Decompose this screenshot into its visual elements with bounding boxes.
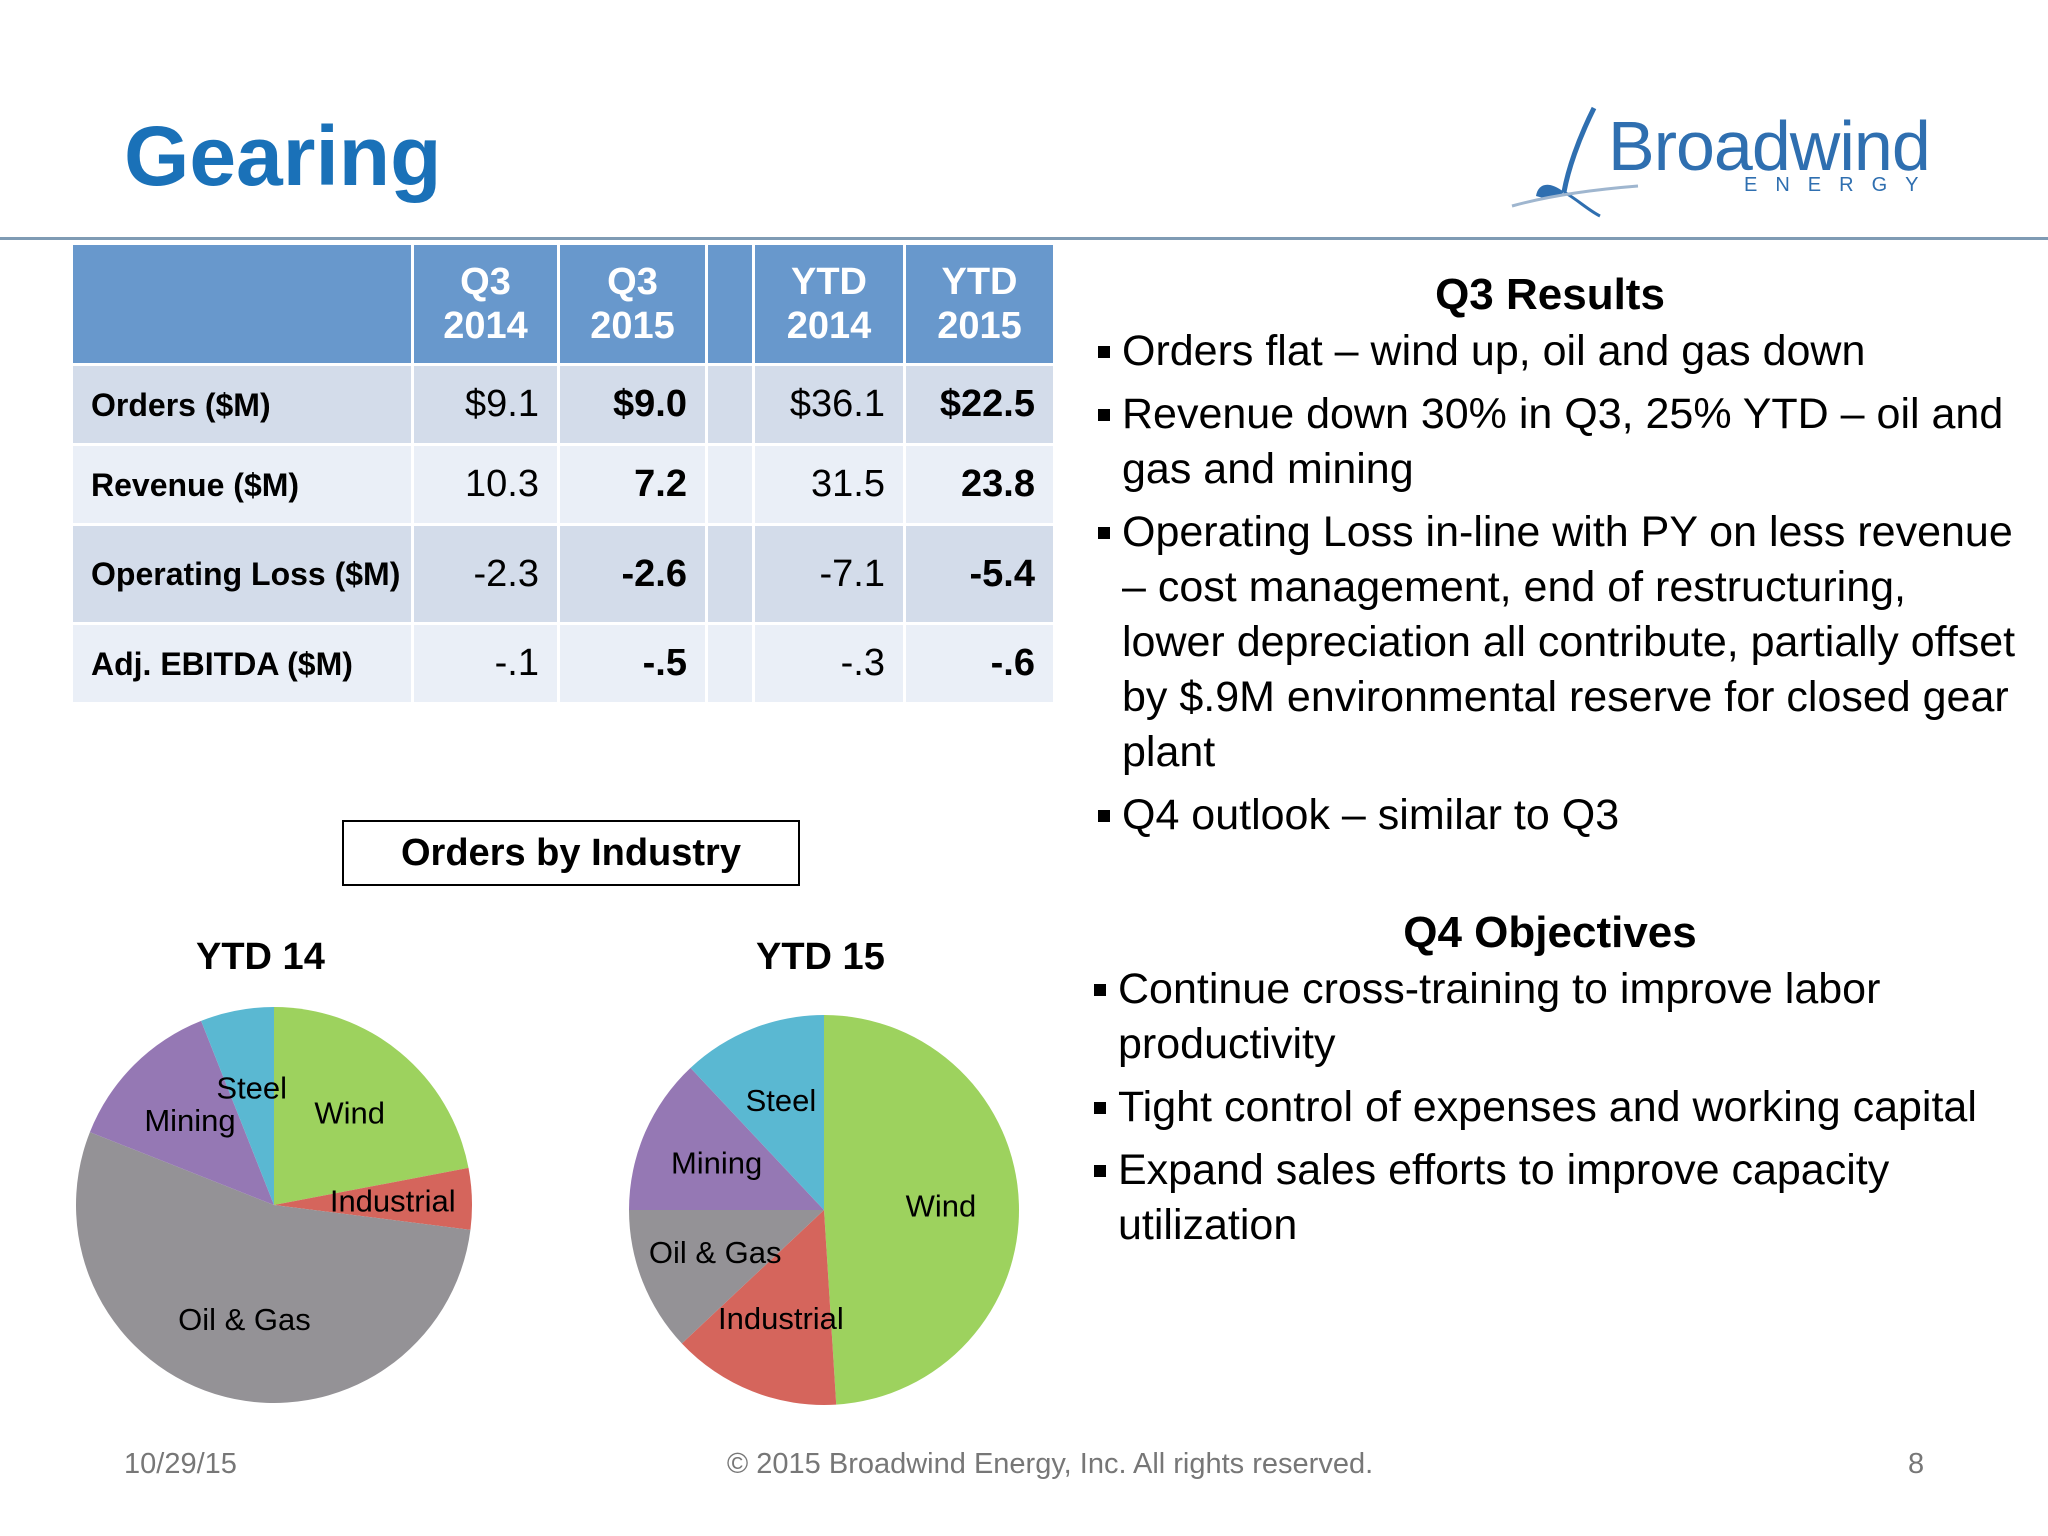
spacer-cell <box>708 625 752 702</box>
footer-date: 10/29/15 <box>124 1448 237 1480</box>
orders-by-industry-title: Orders by Industry <box>342 820 800 886</box>
row-label: Operating Loss ($M) <box>73 526 411 622</box>
q4-objectives-list: Continue cross-training to improve labor… <box>1094 962 2014 1261</box>
q3-results-list: Orders flat – wind up, oil and gas down … <box>1098 324 2018 851</box>
slide-title: Gearing <box>124 109 442 203</box>
pie-slice-label: Industrial <box>718 1301 844 1336</box>
cell-value: 23.8 <box>906 446 1053 523</box>
cell-value: -.3 <box>755 625 903 702</box>
row-label: Revenue ($M) <box>73 446 411 523</box>
wind-turbine-icon <box>1511 106 1639 218</box>
header-q3-2014: Q3 2014 <box>414 245 557 363</box>
q4-objectives-heading: Q4 Objectives <box>1403 908 1697 957</box>
cell-value: 31.5 <box>755 446 903 523</box>
cell-value: $9.0 <box>560 366 705 443</box>
header-ytd-2014: YTD 2014 <box>755 245 903 363</box>
table-row: Orders ($M) $9.1 $9.0 $36.1 $22.5 <box>73 366 1053 443</box>
cell-value: $36.1 <box>755 366 903 443</box>
list-item: Operating Loss in-line with PY on less r… <box>1098 505 2018 780</box>
pie-slice-label: Oil & Gas <box>178 1302 311 1337</box>
cell-value: $22.5 <box>906 366 1053 443</box>
pie-slice-label: Oil & Gas <box>649 1235 782 1270</box>
table-row: Operating Loss ($M) -2.3 -2.6 -7.1 -5.4 <box>73 526 1053 622</box>
logo-subtitle: ENERGY <box>1744 174 1937 196</box>
cell-value: 7.2 <box>560 446 705 523</box>
spacer-cell <box>708 526 752 622</box>
cell-value: -.5 <box>560 625 705 702</box>
header-divider <box>0 237 2048 240</box>
row-label: Orders ($M) <box>73 366 411 443</box>
pie-slice-label: Steel <box>216 1070 287 1105</box>
cell-value: -.1 <box>414 625 557 702</box>
pie-slice-label: Industrial <box>330 1183 456 1218</box>
pie-slice-label: Wind <box>314 1095 385 1130</box>
header-ytd-2015: YTD 2015 <box>906 245 1053 363</box>
table-row: Revenue ($M) 10.3 7.2 31.5 23.8 <box>73 446 1053 523</box>
pie-slice-label: Steel <box>746 1083 817 1118</box>
cell-value: $9.1 <box>414 366 557 443</box>
row-label: Adj. EBITDA ($M) <box>73 625 411 702</box>
pie-slice-industrial <box>274 1167 472 1230</box>
broadwind-logo: Broadwind ENERGY <box>1508 100 1931 220</box>
header-q3-2015: Q3 2015 <box>560 245 705 363</box>
cell-value: -5.4 <box>906 526 1053 622</box>
list-item: Revenue down 30% in Q3, 25% YTD – oil an… <box>1098 387 2018 497</box>
pie-slice-mining <box>629 1067 824 1210</box>
pie-slice-wind <box>824 1015 1019 1405</box>
pie-slice-industrial <box>681 1210 837 1405</box>
pie-slice-oil-gas <box>76 1132 471 1403</box>
list-item: Continue cross-training to improve labor… <box>1094 962 2014 1072</box>
pie-chart-ytd15: Wind Industrial Oil & Gas Mining Steel <box>629 1015 1019 1405</box>
pie-slice-wind <box>274 1007 469 1205</box>
pie-slice-label: Mining <box>144 1103 235 1138</box>
list-item: Tight control of expenses and working ca… <box>1094 1080 2014 1135</box>
spacer-cell <box>708 446 752 523</box>
footer-page-number: 8 <box>1908 1448 1925 1480</box>
pie-slice-label: Wind <box>906 1188 977 1223</box>
financial-table: Q3 2014 Q3 2015 YTD 2014 YTD 2015 Orders ($M… <box>70 242 1056 705</box>
list-item: Q4 outlook – similar to Q3 <box>1098 788 2018 843</box>
header-spacer <box>708 245 752 363</box>
list-item: Expand sales efforts to improve capacity… <box>1094 1143 2014 1253</box>
pie-slice-mining <box>89 1020 274 1205</box>
table-header-row: Q3 2014 Q3 2015 YTD 2014 YTD 2015 <box>73 245 1053 363</box>
pie-title-ytd15: YTD 15 <box>756 936 885 978</box>
logo-wordmark: Broadwind <box>1608 107 1931 185</box>
cell-value: -2.3 <box>414 526 557 622</box>
pie-title-ytd14: YTD 14 <box>196 936 325 978</box>
footer-copyright: © 2015 Broadwind Energy, Inc. All rights… <box>726 1448 1374 1480</box>
pie-slice-steel <box>201 1007 274 1205</box>
list-item: Orders flat – wind up, oil and gas down <box>1098 324 2018 379</box>
cell-value: -2.6 <box>560 526 705 622</box>
pie-slice-label: Mining <box>671 1146 762 1181</box>
cell-value: -.6 <box>906 625 1053 702</box>
cell-value: -7.1 <box>755 526 903 622</box>
header-blank <box>73 245 411 363</box>
q3-results-heading: Q3 Results <box>1435 270 1665 319</box>
cell-value: 10.3 <box>414 446 557 523</box>
pie-slice-oil-gas <box>629 1210 824 1344</box>
table-row: Adj. EBITDA ($M) -.1 -.5 -.3 -.6 <box>73 625 1053 702</box>
spacer-cell <box>708 366 752 443</box>
pie-slice-steel <box>690 1015 824 1210</box>
